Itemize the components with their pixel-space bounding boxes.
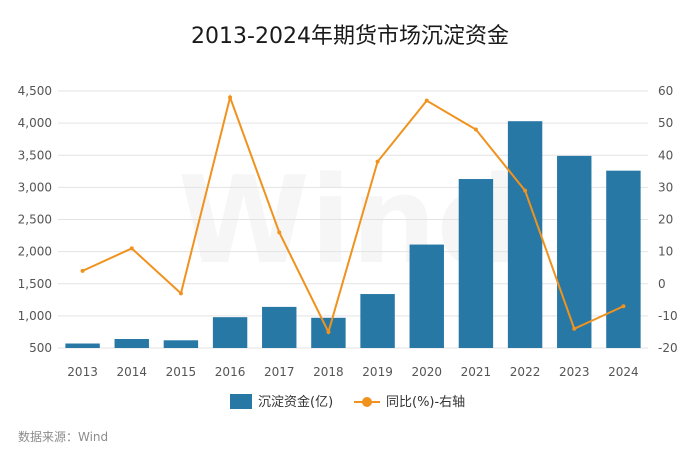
line-point xyxy=(129,246,134,251)
y-left-tick-label: 4,000 xyxy=(18,116,52,130)
source-note: 数据来源：Wind xyxy=(18,430,109,444)
y-left-tick-label: 3,500 xyxy=(18,148,52,162)
y-right-tick-label: 0 xyxy=(658,277,666,291)
chart-title: 2013-2024年期货市场沉淀资金 xyxy=(191,24,509,49)
bar xyxy=(507,121,543,348)
bar xyxy=(360,294,395,348)
y-right-tick-label: 40 xyxy=(658,148,673,162)
bar xyxy=(606,170,641,348)
legend-line-label: 同比(%)-右轴 xyxy=(386,395,465,410)
legend-line-marker xyxy=(362,397,372,407)
y-left-tick-label: 2,000 xyxy=(18,245,52,259)
x-tick-label: 2014 xyxy=(116,365,147,379)
y-left-tick-label: 4,500 xyxy=(18,84,52,98)
y-right-tick-label: 10 xyxy=(658,245,673,259)
x-tick-label: 2016 xyxy=(215,365,246,379)
y-left-tick-label: 1,000 xyxy=(18,309,52,323)
bar xyxy=(212,317,248,348)
x-tick-label: 2017 xyxy=(264,365,295,379)
line-point xyxy=(523,188,528,193)
line-point xyxy=(80,268,85,273)
legend-bar-label: 沉淀资金(亿) xyxy=(258,394,333,410)
y-right-tick-label: -20 xyxy=(658,341,678,355)
x-tick-label: 2013 xyxy=(67,365,98,379)
bar xyxy=(114,339,149,348)
x-tick-label: 2023 xyxy=(559,365,590,379)
line-point xyxy=(326,329,331,334)
y-left-tick-label: 3,000 xyxy=(18,180,52,194)
bar xyxy=(65,343,100,348)
x-tick-label: 2018 xyxy=(313,365,344,379)
line-point xyxy=(572,326,577,331)
x-tick-label: 2022 xyxy=(510,365,541,379)
bar xyxy=(458,179,494,348)
y-right-tick-label: 20 xyxy=(658,213,673,227)
line-point xyxy=(277,230,282,235)
line-point xyxy=(424,98,429,103)
y-right-tick-label: 60 xyxy=(658,84,673,98)
y-left-tick-label: 1,500 xyxy=(18,277,52,291)
y-left-tick-label: 2,500 xyxy=(18,213,52,227)
y-left-tick-label: 500 xyxy=(29,341,52,355)
y-right-tick-label: -10 xyxy=(658,309,678,323)
line-point xyxy=(178,291,183,296)
bar xyxy=(409,244,444,348)
bar xyxy=(262,306,297,348)
x-tick-label: 2019 xyxy=(362,365,393,379)
line-series-path xyxy=(82,94,624,335)
line-point xyxy=(473,127,478,132)
y-right-tick-label: 30 xyxy=(658,180,673,194)
x-tick-label: 2015 xyxy=(166,365,197,379)
line-point xyxy=(228,95,233,100)
y-right-tick-label: 50 xyxy=(658,116,673,130)
x-tick-label: 2020 xyxy=(411,365,442,379)
bar xyxy=(163,340,199,348)
line-point xyxy=(621,304,626,309)
x-tick-label: 2021 xyxy=(461,365,492,379)
legend-bar-swatch xyxy=(230,394,252,409)
line-point xyxy=(375,159,380,164)
bar xyxy=(557,155,592,348)
x-tick-label: 2024 xyxy=(608,365,639,379)
